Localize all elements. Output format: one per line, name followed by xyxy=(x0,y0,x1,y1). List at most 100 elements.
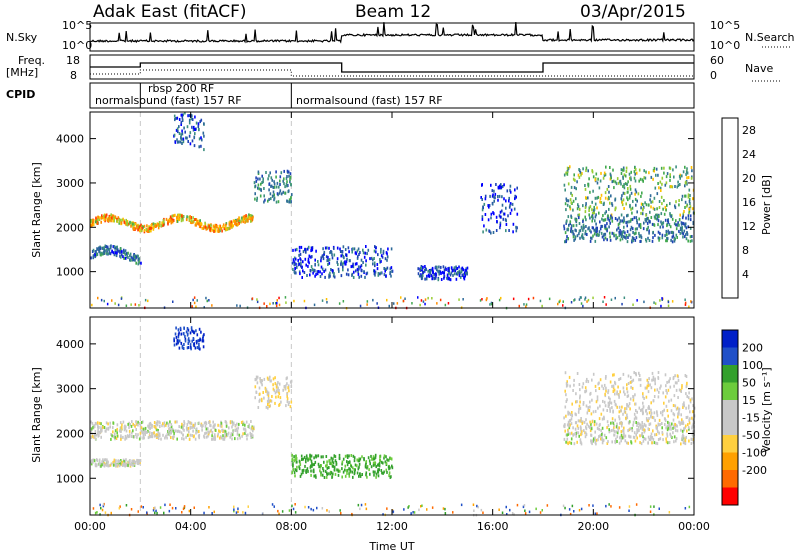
data-cell xyxy=(290,183,292,187)
data-cell xyxy=(611,203,614,207)
data-cell xyxy=(197,122,200,126)
data-cell xyxy=(563,416,565,420)
data-cell xyxy=(123,256,125,260)
data-cell xyxy=(178,425,180,429)
data-cell xyxy=(663,401,665,405)
data-cell xyxy=(317,454,320,458)
data-cell xyxy=(301,458,303,461)
data-cell xyxy=(596,196,598,200)
data-cell xyxy=(224,420,227,424)
data-cell xyxy=(604,232,607,236)
data-cell xyxy=(335,462,338,466)
data-cell xyxy=(379,258,381,261)
data-cell xyxy=(626,394,629,398)
data-cell xyxy=(323,476,326,479)
power-ylabel: Slant Range [km] xyxy=(30,162,43,258)
data-cell xyxy=(332,472,334,476)
ground-cell xyxy=(427,296,429,300)
ground-cell xyxy=(278,303,281,307)
data-cell xyxy=(316,272,319,276)
data-cell xyxy=(164,436,166,440)
data-cell xyxy=(458,274,461,278)
data-cell xyxy=(678,218,681,222)
data-cell xyxy=(253,425,255,429)
data-cell xyxy=(108,464,111,468)
data-cell xyxy=(229,224,231,228)
data-cell xyxy=(622,235,625,239)
data-cell xyxy=(305,469,307,473)
data-cell xyxy=(159,434,161,437)
data-cell xyxy=(207,225,209,228)
data-cell xyxy=(127,463,129,467)
data-cell xyxy=(320,265,323,269)
data-cell xyxy=(102,458,104,462)
data-cell xyxy=(101,429,103,433)
data-cell xyxy=(629,176,631,180)
data-cell xyxy=(675,407,678,411)
data-cell xyxy=(351,466,354,470)
data-cell xyxy=(499,226,501,230)
data-cell xyxy=(616,422,618,426)
data-cell xyxy=(609,201,611,205)
ground-cell xyxy=(404,297,406,300)
data-cell xyxy=(373,257,375,260)
data-cell xyxy=(587,424,590,428)
data-cell xyxy=(232,430,234,434)
velocity-colorbar-swatch xyxy=(722,382,738,401)
data-cell xyxy=(101,214,103,218)
ground-cell xyxy=(269,302,271,306)
data-cell xyxy=(261,379,263,383)
data-cell xyxy=(677,184,680,187)
ground-cell xyxy=(444,507,446,511)
data-cell xyxy=(275,170,277,174)
ground-cell xyxy=(659,299,661,302)
data-cell xyxy=(674,237,676,241)
data-cell xyxy=(269,171,271,175)
data-cell xyxy=(500,183,502,187)
data-cell xyxy=(354,468,356,472)
data-cell xyxy=(452,273,454,277)
data-cell xyxy=(214,428,217,432)
data-cell xyxy=(612,179,615,183)
data-cell xyxy=(657,230,660,234)
data-cell xyxy=(682,221,684,225)
data-cell xyxy=(190,421,192,425)
data-cell xyxy=(463,277,466,281)
data-cell xyxy=(345,259,348,263)
data-cell xyxy=(662,438,664,442)
data-cell xyxy=(639,383,642,387)
data-cell xyxy=(604,392,606,396)
data-cell xyxy=(314,274,316,278)
ground-cell xyxy=(444,303,447,307)
data-cell xyxy=(670,398,673,402)
data-cell xyxy=(121,423,123,427)
data-cell xyxy=(344,260,346,264)
data-cell xyxy=(604,376,607,380)
data-cell xyxy=(667,426,669,430)
data-cell xyxy=(385,267,387,271)
data-cell xyxy=(176,420,178,424)
data-cell xyxy=(582,402,585,406)
data-cell xyxy=(363,255,366,259)
data-cell xyxy=(565,171,567,175)
data-cell xyxy=(322,257,325,261)
velocity-colorbar-swatch xyxy=(722,452,738,471)
data-cell xyxy=(577,213,579,217)
data-cell xyxy=(189,131,192,135)
data-cell xyxy=(603,218,606,222)
data-cell xyxy=(608,428,610,432)
data-cell xyxy=(362,248,364,252)
data-cell xyxy=(609,177,612,181)
data-cell xyxy=(141,431,144,435)
data-cell xyxy=(616,431,619,435)
data-cell xyxy=(181,129,183,133)
data-cell xyxy=(104,219,106,223)
data-cell xyxy=(191,219,193,223)
data-cell xyxy=(374,453,377,457)
ground-cell xyxy=(614,296,616,300)
velocity-ylabel: Slant Range [km] xyxy=(30,367,43,463)
data-cell xyxy=(305,248,307,252)
data-cell xyxy=(156,423,159,427)
ground-cell xyxy=(312,508,315,512)
data-cell xyxy=(661,413,664,417)
